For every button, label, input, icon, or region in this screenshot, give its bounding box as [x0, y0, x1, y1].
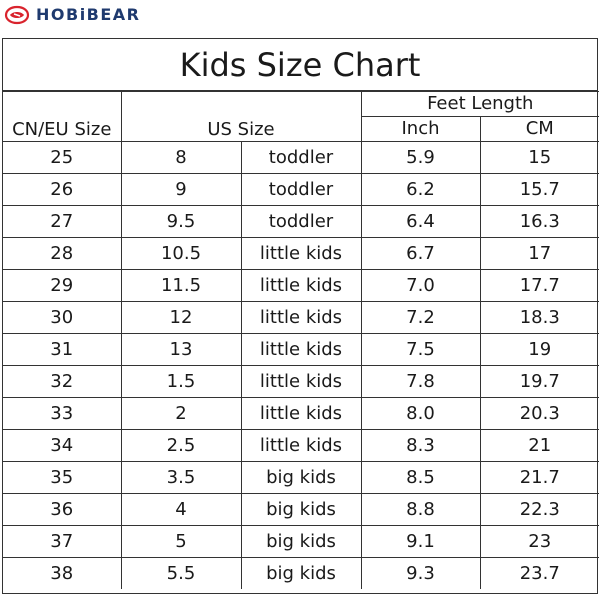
- cn-eu-size-cell: 34: [3, 429, 122, 462]
- cn-eu-size-cell: 30: [3, 301, 122, 334]
- us-size-cell: 12: [120, 301, 242, 334]
- table-row: 35 3.5 big kids 8.5 21.7: [3, 461, 600, 494]
- feet-length-cm-cell: 18.3: [479, 301, 600, 334]
- age-group-cell: toddler: [240, 141, 362, 174]
- age-group-cell: little kids: [240, 365, 362, 398]
- us-size-cell: 5.5: [120, 557, 242, 589]
- cn-eu-size-cell: 27: [3, 205, 122, 238]
- feet-length-inch-cell: 6.4: [360, 205, 481, 238]
- cn-eu-size-cell: 28: [3, 237, 122, 270]
- feet-length-cm-cell: 17: [479, 237, 600, 270]
- age-group-cell: big kids: [240, 525, 362, 558]
- feet-length-cm-cell: 21: [479, 429, 600, 462]
- table-row: 33 2 little kids 8.0 20.3: [3, 397, 600, 430]
- us-size-cell: 8: [120, 141, 242, 174]
- age-group-cell: little kids: [240, 269, 362, 302]
- us-size-cell: 3.5: [120, 461, 242, 494]
- age-group-cell: little kids: [240, 237, 362, 270]
- header-inch: Inch: [361, 116, 481, 142]
- age-group-cell: big kids: [240, 557, 362, 589]
- age-group-cell: little kids: [240, 301, 362, 334]
- us-size-cell: 1.5: [120, 365, 242, 398]
- table-row: 38 5.5 big kids 9.3 23.7: [3, 557, 600, 589]
- us-size-cell: 11.5: [120, 269, 242, 302]
- us-size-cell: 9: [120, 173, 242, 206]
- age-group-cell: little kids: [240, 429, 362, 462]
- us-size-cell: 9.5: [120, 205, 242, 238]
- table-row: 37 5 big kids 9.1 23: [3, 525, 600, 558]
- header-feet-length: Feet Length: [360, 91, 600, 117]
- feet-length-cm-cell: 20.3: [479, 397, 600, 430]
- feet-length-inch-cell: 6.2: [360, 173, 481, 206]
- cn-eu-size-cell: 33: [3, 397, 122, 430]
- cn-eu-size-cell: 31: [3, 333, 122, 366]
- feet-length-inch-cell: 6.7: [360, 237, 481, 270]
- size-table-body: 25 8 toddler 5.9 15 26 9 toddler 6.2 15.7 27 9.5 tod…: [3, 141, 600, 589]
- table-row: 25 8 toddler 5.9 15: [3, 141, 600, 174]
- size-chart: Kids Size Chart CN/EU Size US Size Feet …: [2, 38, 600, 594]
- cn-eu-size-cell: 35: [3, 461, 122, 494]
- header-cn-eu-size: CN/EU Size: [3, 91, 122, 142]
- brand-name: HOBiBEAR: [36, 5, 141, 24]
- cn-eu-size-cell: 37: [3, 525, 122, 558]
- cn-eu-size-cell: 25: [3, 141, 122, 174]
- age-group-cell: big kids: [240, 493, 362, 526]
- age-group-cell: big kids: [240, 461, 362, 494]
- chart-title: Kids Size Chart: [3, 39, 597, 91]
- cn-eu-size-cell: 32: [3, 365, 122, 398]
- table-row: 26 9 toddler 6.2 15.7: [3, 173, 600, 206]
- age-group-cell: toddler: [240, 205, 362, 238]
- brand-header: HOBiBEAR: [4, 4, 141, 26]
- header-us-size: US Size: [120, 91, 362, 142]
- header-cm: CM: [479, 116, 600, 142]
- size-table: CN/EU Size US Size Feet Length Inch CM 2…: [3, 91, 600, 589]
- us-size-cell: 10.5: [120, 237, 242, 270]
- feet-length-inch-cell: 8.0: [360, 397, 481, 430]
- table-row: 28 10.5 little kids 6.7 17: [3, 237, 600, 270]
- cn-eu-size-cell: 29: [3, 269, 122, 302]
- age-group-cell: little kids: [240, 397, 362, 430]
- us-size-cell: 4: [120, 493, 242, 526]
- feet-length-inch-cell: 5.9: [360, 141, 481, 174]
- feet-length-inch-cell: 8.8: [360, 493, 481, 526]
- us-size-cell: 2.5: [120, 429, 242, 462]
- feet-length-inch-cell: 9.3: [360, 557, 481, 589]
- feet-length-cm-cell: 23.7: [479, 557, 600, 589]
- table-row: 32 1.5 little kids 7.8 19.7: [3, 365, 600, 398]
- cn-eu-size-cell: 26: [3, 173, 122, 206]
- feet-length-cm-cell: 19.7: [479, 365, 600, 398]
- feet-length-cm-cell: 22.3: [479, 493, 600, 526]
- table-row: 30 12 little kids 7.2 18.3: [3, 301, 600, 334]
- feet-length-cm-cell: 15: [479, 141, 600, 174]
- feet-length-inch-cell: 8.5: [360, 461, 481, 494]
- age-group-cell: toddler: [240, 173, 362, 206]
- feet-length-cm-cell: 15.7: [479, 173, 600, 206]
- feet-length-cm-cell: 16.3: [479, 205, 600, 238]
- table-row: 29 11.5 little kids 7.0 17.7: [3, 269, 600, 302]
- feet-length-cm-cell: 23: [479, 525, 600, 558]
- us-size-cell: 13: [120, 333, 242, 366]
- us-size-cell: 2: [120, 397, 242, 430]
- table-row: 34 2.5 little kids 8.3 21: [3, 429, 600, 462]
- feet-length-inch-cell: 7.2: [360, 301, 481, 334]
- feet-length-inch-cell: 7.8: [360, 365, 481, 398]
- hobibear-logo-icon: [4, 5, 30, 25]
- cn-eu-size-cell: 38: [3, 557, 122, 589]
- feet-length-cm-cell: 17.7: [479, 269, 600, 302]
- age-group-cell: little kids: [240, 333, 362, 366]
- us-size-cell: 5: [120, 525, 242, 558]
- cn-eu-size-cell: 36: [3, 493, 122, 526]
- feet-length-inch-cell: 8.3: [360, 429, 481, 462]
- table-row: 31 13 little kids 7.5 19: [3, 333, 600, 366]
- feet-length-cm-cell: 19: [479, 333, 600, 366]
- feet-length-inch-cell: 7.5: [360, 333, 481, 366]
- feet-length-cm-cell: 21.7: [479, 461, 600, 494]
- feet-length-inch-cell: 9.1: [360, 525, 481, 558]
- table-row: 36 4 big kids 8.8 22.3: [3, 493, 600, 526]
- table-row: 27 9.5 toddler 6.4 16.3: [3, 205, 600, 238]
- feet-length-inch-cell: 7.0: [360, 269, 481, 302]
